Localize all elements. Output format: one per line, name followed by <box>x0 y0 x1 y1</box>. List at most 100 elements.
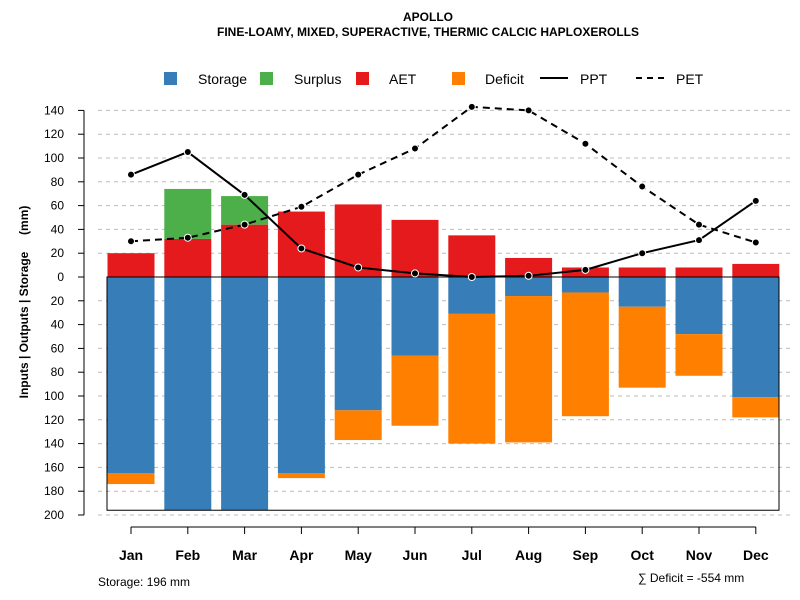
deficit-bar <box>505 296 553 443</box>
x-tick-label: Nov <box>686 547 713 563</box>
storage-bar <box>391 277 439 356</box>
gridlines <box>98 109 790 516</box>
x-tick-label: Dec <box>743 547 769 563</box>
aet-bar <box>675 267 723 277</box>
deficit-bar <box>448 313 496 444</box>
deficit-bar <box>618 306 666 388</box>
x-tick-label: Jun <box>403 547 428 563</box>
ppt-point <box>695 236 703 245</box>
x-tick-label: Oct <box>631 547 655 563</box>
pet-point <box>297 202 306 211</box>
x-tick-label: Apr <box>289 547 314 563</box>
surplus-bar <box>164 188 212 239</box>
pet-point <box>751 238 760 247</box>
legend-label-aet: AET <box>389 71 417 87</box>
ppt-point <box>354 263 363 272</box>
deficit-footer: ∑ Deficit = -554 mm <box>638 571 744 585</box>
ppt-point <box>467 273 476 281</box>
y-tick-label: 140 <box>44 437 64 451</box>
ppt-point <box>297 244 306 253</box>
storage-bar <box>618 277 666 307</box>
y-tick-label: 120 <box>44 127 64 141</box>
legend-label-surplus: Surplus <box>294 71 341 87</box>
legend-label-ppt: PPT <box>580 71 608 87</box>
storage-bar <box>164 277 212 511</box>
legend-swatch-storage <box>164 72 177 85</box>
aet-bar <box>277 211 325 277</box>
pet-point <box>240 220 249 229</box>
chart-subtitle: FINE-LOAMY, MIXED, SUPERACTIVE, THERMIC … <box>217 25 639 39</box>
y-tick-label: 120 <box>44 413 64 427</box>
legend-label-deficit: Deficit <box>485 71 524 87</box>
lines <box>127 102 760 281</box>
y-tick-label: 100 <box>44 151 64 165</box>
storage-bar <box>448 277 496 314</box>
pet-point <box>638 182 647 191</box>
x-tick-label: Feb <box>175 547 200 563</box>
ppt-point <box>524 271 533 280</box>
ppt-point <box>127 170 135 179</box>
pet-point <box>581 139 590 148</box>
deficit-bar <box>277 473 325 479</box>
pet-point <box>524 106 533 115</box>
y-axis: 1401201008060402002040608010012014016018… <box>44 103 85 522</box>
chart-title: APOLLO <box>403 10 453 24</box>
ppt-point <box>411 269 419 278</box>
y-tick-label: 140 <box>44 103 64 117</box>
y-tick-label: 80 <box>51 175 65 189</box>
x-axis: Jan Feb Mar Apr May Jun Jul Aug Sep Oct Nov Dec <box>119 526 769 563</box>
pet-point <box>695 220 703 229</box>
aet-bar <box>391 219 439 277</box>
y-tick-label: 0 <box>57 270 64 284</box>
y-tick-label: 40 <box>51 222 65 236</box>
aet-bar <box>448 235 496 277</box>
x-tick-label: Jan <box>119 547 143 563</box>
pet-point <box>354 170 363 179</box>
ppt-point <box>581 265 590 274</box>
legend: Storage Surplus AET Deficit PPT PET <box>164 71 704 87</box>
deficit-bar <box>675 334 723 376</box>
x-tick-label: Mar <box>232 547 257 563</box>
aet-bar <box>505 257 553 277</box>
y-tick-label: 160 <box>44 460 64 474</box>
y-tick-label: 180 <box>44 484 64 498</box>
aet-bar <box>164 238 212 277</box>
ppt-point <box>638 249 647 258</box>
storage-bar <box>221 277 269 511</box>
y-tick-label: 20 <box>51 246 65 260</box>
pet-line <box>130 105 757 244</box>
x-tick-label: Aug <box>515 547 542 563</box>
storage-footer: Storage: 196 mm <box>98 575 190 589</box>
storage-bar <box>277 277 325 474</box>
ppt-point <box>240 190 249 199</box>
storage-bar <box>732 277 780 398</box>
storage-bar <box>675 277 723 335</box>
pet-point <box>411 144 419 153</box>
x-tick-label: Sep <box>573 547 599 563</box>
deficit-bar <box>391 355 439 426</box>
deficit-bar <box>561 292 609 417</box>
legend-swatch-aet <box>356 72 369 85</box>
legend-label-storage: Storage <box>198 71 247 87</box>
deficit-bar <box>732 397 780 418</box>
storage-bar <box>561 277 609 293</box>
deficit-bar <box>334 410 382 441</box>
aet-bar <box>618 267 666 277</box>
y-tick-label: 60 <box>51 341 65 355</box>
aet-bar <box>732 263 780 277</box>
legend-swatch-deficit <box>452 72 465 85</box>
aet-bar <box>221 224 269 277</box>
storage-bar <box>505 277 553 297</box>
y-tick-label: 100 <box>44 389 64 403</box>
ppt-point <box>183 148 192 157</box>
storage-bar <box>107 277 155 474</box>
bars <box>107 188 780 511</box>
legend-label-pet: PET <box>676 71 704 87</box>
y-tick-label: 80 <box>51 365 65 379</box>
ppt-line <box>130 150 757 279</box>
frame <box>106 276 780 511</box>
legend-swatch-surplus <box>260 72 273 85</box>
x-tick-label: May <box>345 547 372 563</box>
pet-point <box>127 237 135 246</box>
